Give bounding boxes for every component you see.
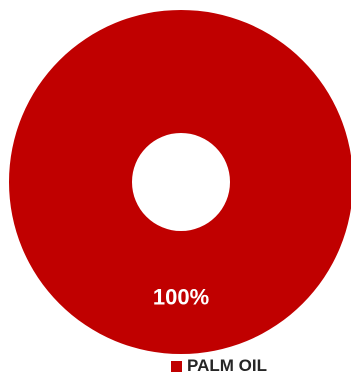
data-label-palm-oil: 100% <box>153 285 209 310</box>
donut-slices <box>9 10 351 354</box>
donut-labels: 100% <box>153 285 209 310</box>
donut-slice-palm-oil <box>9 10 351 354</box>
legend-label-palm-oil: PALM OIL <box>187 356 267 375</box>
legend-swatch-palm-oil <box>171 360 182 372</box>
legend: PALM OIL <box>171 356 267 376</box>
